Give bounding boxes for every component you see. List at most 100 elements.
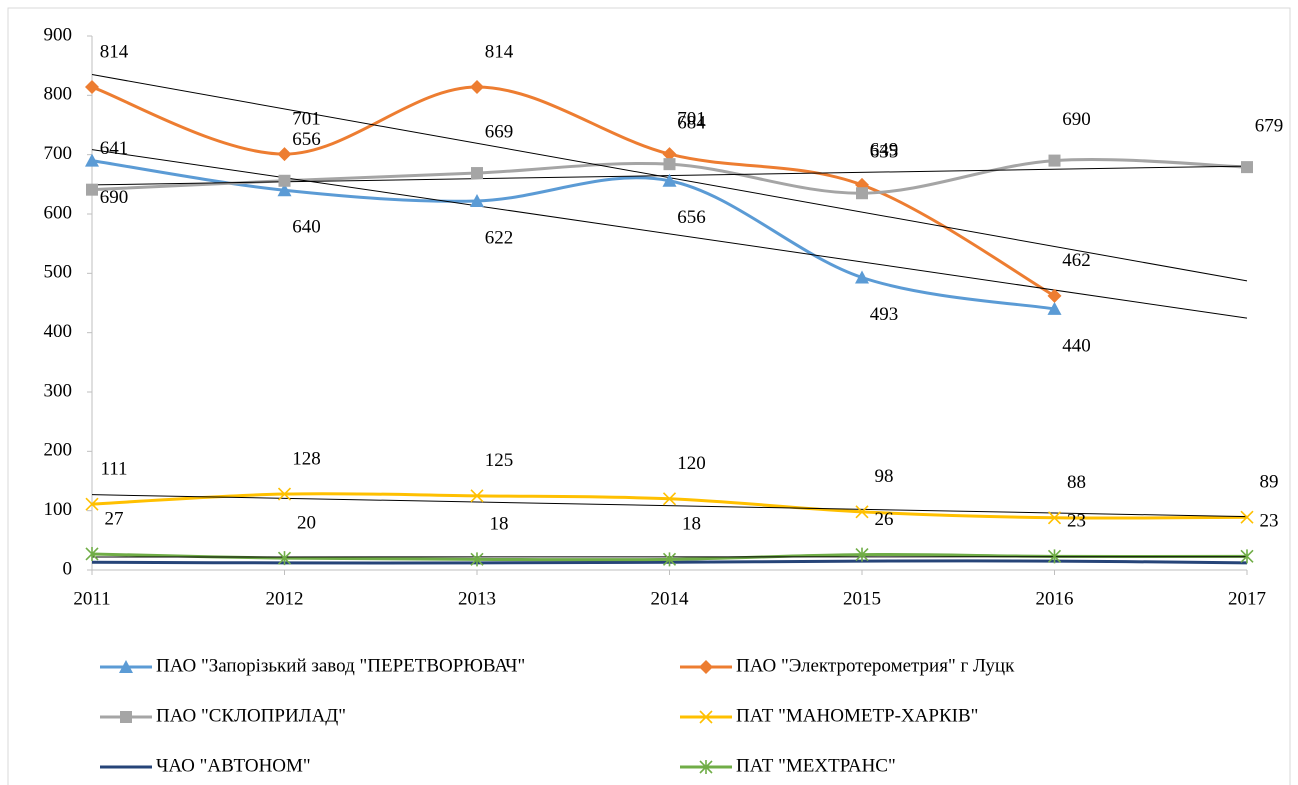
y-tick-label: 700 xyxy=(44,143,73,164)
chart-frame xyxy=(7,7,1291,785)
y-tick-label: 300 xyxy=(44,380,73,401)
x-tick-label: 2014 xyxy=(651,588,690,609)
data-label: 669 xyxy=(485,121,514,142)
marker xyxy=(277,487,292,501)
legend-label: ПАО "СКЛОПРИЛАД" xyxy=(156,705,346,726)
marker xyxy=(1047,549,1062,564)
data-label: 622 xyxy=(485,227,514,248)
data-label: 23 xyxy=(1067,511,1086,532)
marker xyxy=(86,183,98,196)
data-label: 111 xyxy=(100,458,127,479)
data-label: 128 xyxy=(292,448,321,469)
data-label: 27 xyxy=(105,508,124,529)
data-label: 640 xyxy=(292,217,321,238)
marker xyxy=(1240,549,1254,564)
data-label: 701 xyxy=(292,108,321,129)
data-label: 635 xyxy=(870,142,899,163)
data-label: 690 xyxy=(100,187,129,208)
data-label: 462 xyxy=(1062,250,1091,271)
data-label: 88 xyxy=(1067,472,1086,493)
legend-item: ПАО "СКЛОПРИЛАД" xyxy=(100,705,346,726)
marker xyxy=(856,187,868,200)
marker xyxy=(470,80,484,95)
marker xyxy=(1241,161,1253,174)
data-label: 641 xyxy=(100,138,129,159)
marker xyxy=(1048,154,1061,167)
marker xyxy=(470,552,484,567)
marker xyxy=(855,270,869,284)
marker xyxy=(85,153,99,167)
legend-item: ПАО "Запорізький завод "ПЕРЕТВОРЮВАЧ" xyxy=(100,655,525,676)
trendline xyxy=(91,494,1248,518)
legend-label: ПАО "Электротерометрия" г Луцк xyxy=(736,655,1015,676)
legend-label: ЧАО "АВТОНОМ" xyxy=(156,755,311,776)
data-label: 23 xyxy=(1260,511,1279,532)
y-tick-label: 500 xyxy=(44,262,73,283)
marker xyxy=(663,158,676,171)
marker xyxy=(1047,288,1062,303)
data-label: 89 xyxy=(1260,472,1279,493)
marker xyxy=(471,167,483,180)
x-tick-label: 2011 xyxy=(73,588,110,609)
data-label: 814 xyxy=(485,41,514,62)
legend-item: ЧАО "АВТОНОМ" xyxy=(100,755,311,776)
marker xyxy=(699,660,713,674)
y-tick-label: 800 xyxy=(44,84,73,105)
marker xyxy=(699,760,713,774)
x-tick-label: 2016 xyxy=(1036,588,1074,609)
data-label: 679 xyxy=(1255,115,1284,136)
marker xyxy=(277,183,292,197)
marker xyxy=(278,174,291,187)
y-tick-label: 100 xyxy=(44,499,73,520)
data-label: 690 xyxy=(1062,109,1091,130)
data-label: 649 xyxy=(870,139,899,160)
marker xyxy=(277,551,292,566)
y-tick-label: 400 xyxy=(44,321,73,342)
marker xyxy=(277,147,292,162)
marker xyxy=(662,492,677,506)
data-label: 120 xyxy=(677,453,706,474)
legend-label: ПАТ "МАНОМЕТР-ХАРКІВ" xyxy=(736,705,978,726)
data-label: 125 xyxy=(485,450,514,471)
data-label: 98 xyxy=(875,466,894,487)
marker xyxy=(1047,301,1062,315)
marker xyxy=(120,711,132,723)
data-label: 18 xyxy=(490,514,509,535)
marker xyxy=(470,489,484,503)
data-label: 493 xyxy=(870,304,899,325)
marker xyxy=(662,552,677,567)
data-label: 656 xyxy=(292,129,321,150)
data-label: 701 xyxy=(677,108,706,129)
x-tick-label: 2013 xyxy=(458,588,496,609)
legend-item: ПАТ "МЕХТРАНС" xyxy=(680,755,896,776)
series-line xyxy=(91,85,1056,298)
legend-item: ПАТ "МАНОМЕТР-ХАРКІВ" xyxy=(680,705,978,726)
marker xyxy=(662,173,677,187)
x-tick-label: 2015 xyxy=(843,588,881,609)
legend-item: ПАО "Электротерометрия" г Луцк xyxy=(680,655,1015,676)
y-tick-label: 0 xyxy=(63,558,73,579)
data-label: 18 xyxy=(682,514,701,535)
marker xyxy=(470,193,484,207)
data-label: 656 xyxy=(677,207,706,228)
data-label: 814 xyxy=(100,41,129,62)
series-line xyxy=(91,159,1055,311)
data-label: 20 xyxy=(297,512,316,533)
x-tick-label: 2012 xyxy=(266,588,304,609)
legend-label: ПАТ "МЕХТРАНС" xyxy=(736,755,896,776)
marker xyxy=(85,497,99,511)
marker xyxy=(855,547,869,562)
marker xyxy=(699,710,713,724)
data-label: 26 xyxy=(875,509,894,530)
x-tick-label: 2017 xyxy=(1228,588,1266,609)
y-tick-label: 600 xyxy=(44,202,73,223)
legend-label: ПАО "Запорізький завод "ПЕРЕТВОРЮВАЧ" xyxy=(156,655,525,676)
marker xyxy=(1240,510,1254,524)
data-label: 440 xyxy=(1062,335,1091,356)
marker xyxy=(855,505,869,519)
marker xyxy=(85,80,99,95)
marker xyxy=(85,546,99,561)
y-tick-label: 200 xyxy=(44,440,73,461)
